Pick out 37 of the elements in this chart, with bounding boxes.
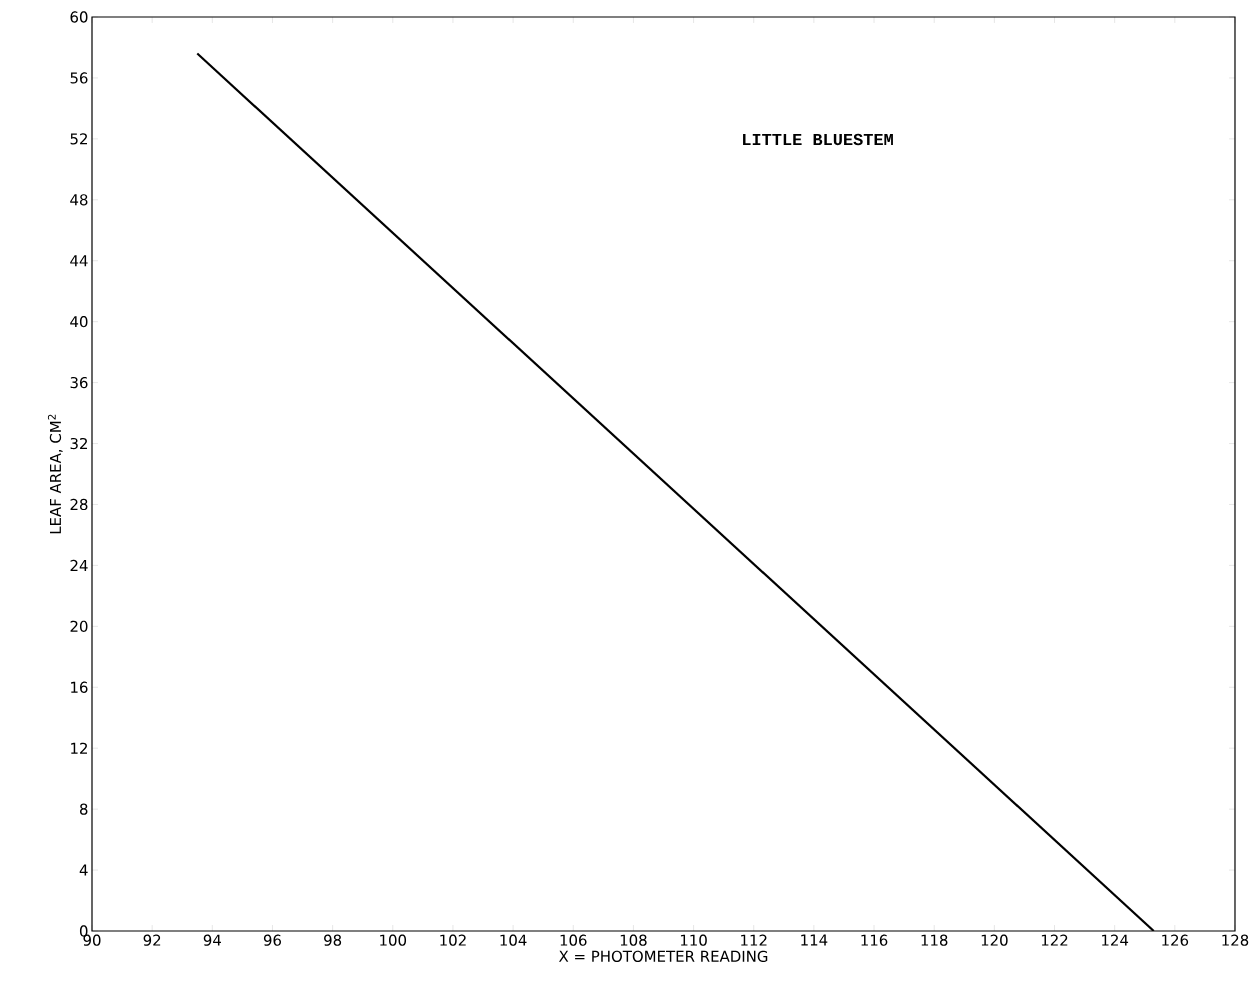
x-tick-label: 128 <box>1222 934 1249 946</box>
x-tick-label: 116 <box>861 934 888 946</box>
x-axis-title: X = PHOTOMETER READING <box>558 950 768 962</box>
x-tick-label: 126 <box>1162 934 1189 946</box>
x-tick-label: 124 <box>1102 934 1129 946</box>
y-axis-title: LEAF AREA, CM$^{2}$ <box>47 414 63 534</box>
y-tick-label: 24 <box>70 559 88 571</box>
y-tick-label: 60 <box>70 11 88 23</box>
x-tick-label: 100 <box>380 934 407 946</box>
x-tick-label: 92 <box>143 934 161 946</box>
y-tick-label: 16 <box>71 681 88 693</box>
annotation: LITTLE BLUESTEM <box>743 133 893 146</box>
y-tick-label: 28 <box>70 498 88 511</box>
y-tick-label: 56 <box>70 72 88 84</box>
y-tick-label: 36 <box>70 376 88 389</box>
y-tick-label: 20 <box>70 620 88 632</box>
x-tick-label: 108 <box>620 934 647 946</box>
y-tick-label: 32 <box>70 437 87 450</box>
y-tick-label: 8 <box>79 803 88 815</box>
y-tick-label: 40 <box>70 316 88 328</box>
x-tick-label: 118 <box>921 934 948 946</box>
y-tick-label: 48 <box>70 194 88 206</box>
x-tick-label: 102 <box>440 934 466 946</box>
x-tick-label: 98 <box>324 934 342 946</box>
x-tick-label: 96 <box>263 934 282 946</box>
x-tick-label: 112 <box>741 934 767 946</box>
y-tick-label: 44 <box>70 255 88 267</box>
x-tick-label: 114 <box>801 934 828 946</box>
x-tick-label: 106 <box>560 934 587 946</box>
x-tick-label: 110 <box>680 934 707 946</box>
x-tick-label: 122 <box>1041 934 1068 946</box>
y-tick-label: 52 <box>70 133 87 145</box>
x-tick-label: 104 <box>500 934 527 946</box>
x-tick-label: 94 <box>203 934 221 946</box>
y-tick-label: 12 <box>71 742 87 754</box>
y-tick-label: 4 <box>79 864 88 876</box>
x-tick-label: 120 <box>981 934 1008 946</box>
